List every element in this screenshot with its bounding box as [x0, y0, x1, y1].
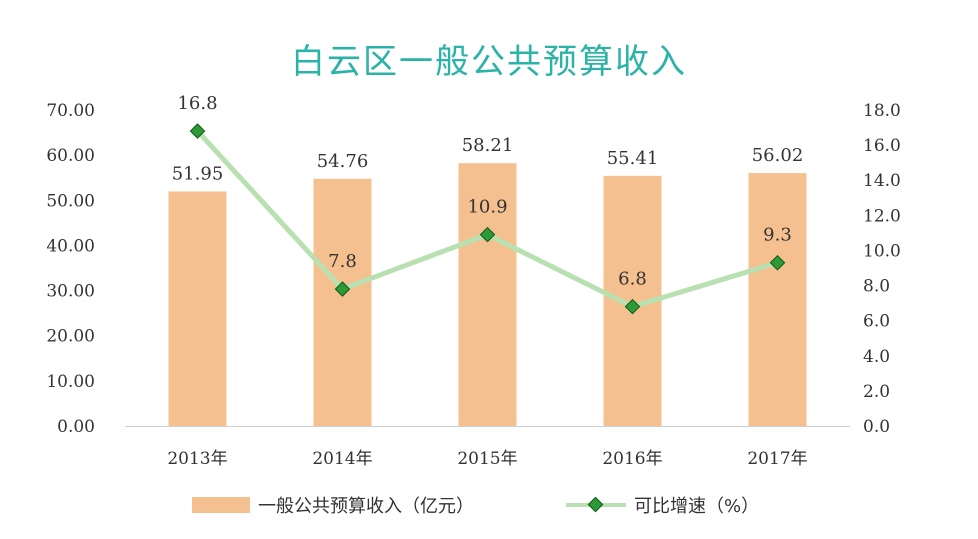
line-data-label: 7.8: [328, 251, 357, 272]
y-left-tick-label: 60.00: [46, 146, 95, 166]
y-right-tick-label: 8.0: [863, 277, 890, 297]
x-tick-label: 2017年: [747, 449, 807, 469]
legend-swatch-revenue: [192, 497, 250, 513]
bar: [458, 163, 517, 426]
line-data-label: 6.8: [618, 269, 647, 290]
x-tick-label: 2016年: [602, 449, 662, 469]
line-data-label: 10.9: [467, 197, 507, 218]
bar: [748, 173, 807, 426]
y-right-tick-label: 14.0: [863, 171, 901, 191]
bar-data-label: 51.95: [172, 163, 224, 184]
x-tick-label: 2013年: [167, 449, 227, 469]
bar-data-label: 56.02: [752, 145, 804, 166]
y-left-tick-label: 20.00: [46, 327, 95, 347]
bar-data-label: 58.21: [462, 135, 514, 156]
y-left-tick-label: 30.00: [46, 282, 95, 302]
y-left-tick-label: 10.00: [46, 372, 95, 392]
growth-point: [334, 281, 351, 297]
legend-item-growth: 可比增速（%）: [566, 485, 759, 525]
growth-point: [479, 226, 496, 243]
y-right-tick-label: 6.0: [863, 312, 890, 332]
bar: [313, 178, 372, 426]
growth-point: [769, 254, 786, 271]
y-left-tick-label: 0.00: [57, 417, 95, 437]
chart-title: 白云区一般公共预算收入: [291, 42, 687, 82]
growth-point: [189, 123, 206, 139]
x-tick-label: 2015年: [457, 449, 517, 469]
bar-data-label: 54.76: [317, 151, 369, 172]
y-right-tick-label: 2.0: [863, 382, 890, 402]
bar: [168, 191, 227, 426]
legend-label-growth: 可比增速（%）: [634, 496, 760, 517]
y-right-tick-label: 16.0: [863, 136, 901, 156]
y-right-tick-label: 12.0: [863, 206, 901, 226]
x-tick-label: 2014年: [312, 449, 372, 469]
legend: 一般公共预算收入（亿元） 可比增速（%）: [0, 485, 978, 525]
y-right-tick-label: 18.0: [863, 101, 901, 121]
line-data-label: 9.3: [763, 225, 792, 246]
line-data-label: 16.8: [177, 93, 217, 114]
bar-data-label: 55.41: [607, 148, 659, 169]
legend-item-revenue: 一般公共预算收入（亿元）: [192, 485, 474, 525]
y-left-tick-label: 70.00: [46, 101, 95, 121]
y-right-tick-label: 10.0: [863, 241, 901, 261]
y-right-tick-label: 0.0: [863, 417, 890, 437]
y-left-tick-label: 50.00: [46, 191, 95, 211]
y-right-tick-label: 4.0: [863, 347, 890, 367]
legend-label-revenue: 一般公共预算收入（亿元）: [258, 496, 474, 517]
legend-swatch-growth: [566, 496, 626, 513]
y-left-tick-label: 40.00: [46, 236, 95, 256]
growth-point: [624, 298, 641, 315]
